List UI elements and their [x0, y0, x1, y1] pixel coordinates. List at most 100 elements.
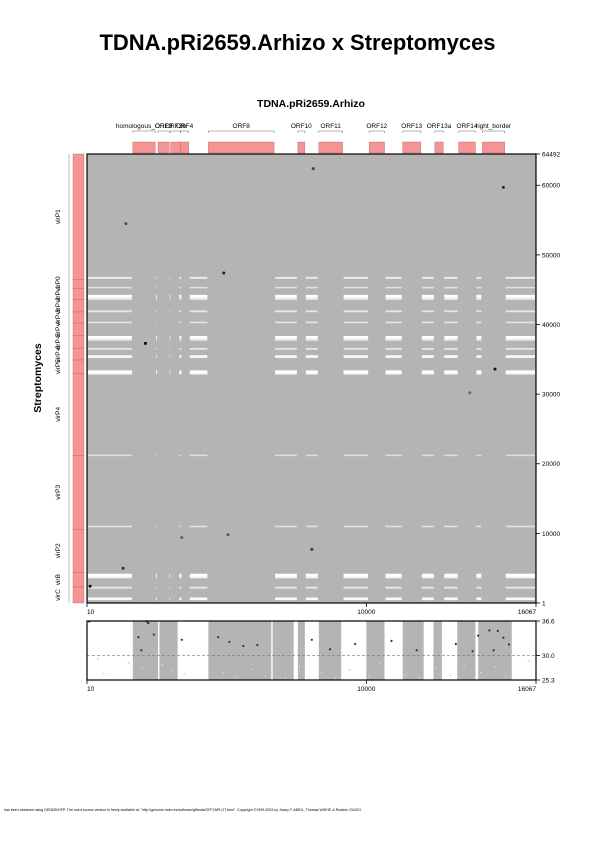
score-x-axis: 10 10000 16067: [86, 680, 537, 693]
score-point: [463, 664, 466, 667]
y-tick-label: 60000: [542, 183, 560, 190]
score-point: [310, 638, 313, 641]
score-point: [137, 636, 140, 639]
y-feature-label: virP3: [55, 485, 62, 500]
y-feature-label: virP-1: [55, 285, 62, 302]
y-tick-label: 64492: [542, 151, 560, 158]
score-point: [488, 629, 491, 632]
score-y-axis: 25.3 30.0 36.6: [536, 618, 555, 684]
score-point: [161, 663, 164, 666]
score-point: [328, 648, 332, 651]
alignment-hit: [124, 222, 128, 226]
y-feature-box: [72, 299, 85, 313]
x-feature-box: [297, 141, 306, 154]
alignment-hit: [468, 391, 472, 395]
alignment-hit: [143, 341, 147, 345]
score-point: [471, 650, 474, 653]
score-point: [242, 644, 245, 648]
x-feature-bracket: [434, 130, 444, 133]
score-band: [272, 621, 294, 680]
x-feature-box: [458, 141, 476, 154]
y-feature-label: virP-5: [55, 333, 62, 350]
alignment-hit: [222, 271, 226, 275]
score-point: [141, 667, 144, 669]
y-feature-label: virP4: [55, 407, 62, 422]
score-y-tick-label: 25.3: [542, 677, 555, 684]
x-feature-box: [157, 141, 170, 154]
x-feature-bracket: [482, 130, 505, 133]
y-feature-box: [72, 586, 85, 604]
y-feature-label: virP-6: [55, 345, 62, 362]
x-feature-box: [482, 141, 505, 154]
y-sequence-title: Streptomyces: [32, 343, 44, 413]
score-band: [318, 621, 342, 680]
score-point: [379, 662, 382, 665]
x-tick-label: 10: [87, 609, 95, 616]
y-tick-label: 1: [542, 600, 546, 607]
x-feature-box: [318, 141, 343, 154]
score-point: [354, 642, 357, 646]
score-point: [147, 621, 150, 625]
score-point: [228, 640, 231, 643]
score-band: [457, 621, 476, 680]
x-tick-label: 16067: [518, 609, 536, 616]
alignment-hit: [493, 367, 497, 371]
score-point: [298, 665, 301, 668]
alignment-hit: [180, 536, 184, 540]
score-band: [208, 621, 272, 680]
footer-note: has been obtained using GENDB/OFP. The u…: [4, 808, 362, 812]
y-feature-label: virP1: [55, 209, 62, 224]
score-point: [390, 639, 393, 642]
score-point: [415, 649, 418, 652]
y-feature-label: virP0: [55, 276, 62, 291]
score-bands: [132, 621, 512, 680]
y-feature-box: [72, 373, 85, 456]
score-band: [478, 621, 512, 680]
x-feature-bracket: [297, 130, 306, 133]
y-feature-box: [72, 279, 85, 289]
x-feature-bracket: [458, 130, 476, 133]
score-band: [433, 621, 442, 680]
x-feature-label: ORF3b: [165, 123, 186, 130]
y-feature-box: [72, 153, 85, 280]
x-feature-box: [180, 141, 189, 154]
x-feature-bracket: [318, 130, 343, 133]
score-point: [152, 633, 155, 636]
y-tick-label: 50000: [542, 252, 560, 259]
score-point: [348, 669, 351, 672]
x-feature-box: [170, 141, 181, 154]
score-x-tick-label: 16067: [518, 686, 536, 693]
y-feature-box: [72, 288, 85, 300]
y-feature-box: [72, 359, 85, 374]
dotplot-y-axis: 1 10000 20000 30000 40000 50000 60000 64492: [536, 151, 560, 607]
y-feature-box: [72, 455, 85, 530]
x-feature-bracket: [157, 130, 170, 133]
score-y-tick-label: 36.6: [542, 618, 555, 625]
x-tick-label: 10000: [357, 609, 375, 616]
y-feature-box: [72, 572, 85, 588]
x-feature-label: ORF14: [457, 123, 478, 130]
y-feature-track: virP1 virP0virP-1virP-2virP-3virP-4virP-5…: [55, 153, 85, 604]
x-feature-label: ORF4: [176, 123, 194, 130]
score-point: [96, 658, 99, 661]
x-feature-label: homologous_ORF3: [116, 123, 173, 130]
score-point: [454, 642, 457, 646]
x-feature-bracket: [132, 130, 156, 133]
x-feature-box: [132, 141, 156, 154]
x-feature-label: ORF13: [401, 123, 422, 130]
dotplot-area: [87, 154, 536, 603]
y-feature-box: [72, 529, 85, 573]
score-point: [320, 672, 323, 675]
x-feature-label: ORF8: [233, 123, 251, 130]
x-feature-box: [208, 141, 275, 154]
alignment-hit: [226, 533, 230, 537]
gap-lines: [88, 276, 535, 601]
x-feature-label: ORF11: [320, 123, 341, 130]
x-feature-label: ORF12: [366, 123, 387, 130]
x-feature-bracket: [180, 130, 189, 133]
score-point: [507, 643, 511, 646]
score-point: [527, 660, 530, 663]
score-point: [217, 636, 220, 639]
